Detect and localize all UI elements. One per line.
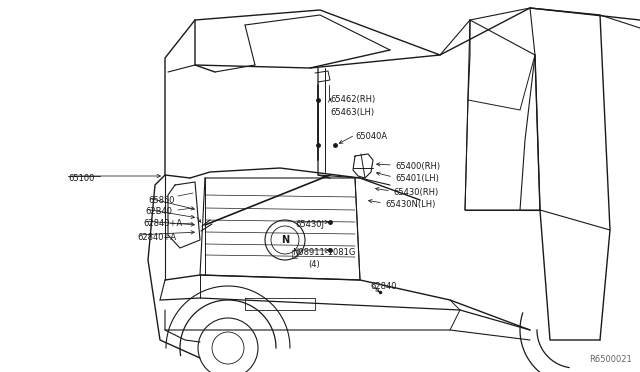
- Text: 65850: 65850: [148, 196, 175, 205]
- Text: 65462(RH): 65462(RH): [330, 95, 375, 104]
- Text: 65040A: 65040A: [355, 132, 387, 141]
- Text: 62840: 62840: [370, 282, 397, 291]
- Text: 62840+A: 62840+A: [143, 219, 182, 228]
- Text: 65100: 65100: [68, 174, 94, 183]
- Text: R6500021: R6500021: [589, 355, 632, 364]
- Text: 65401(LH): 65401(LH): [395, 174, 439, 183]
- Text: 65430J: 65430J: [295, 220, 324, 229]
- Text: Ⓝ: Ⓝ: [292, 248, 298, 258]
- Text: 65430N(LH): 65430N(LH): [385, 200, 435, 209]
- Text: (4): (4): [308, 260, 320, 269]
- Text: 65400(RH): 65400(RH): [395, 162, 440, 171]
- Text: 62B40: 62B40: [145, 207, 172, 216]
- Text: 65430(RH): 65430(RH): [393, 188, 438, 197]
- Text: N08911-1081G: N08911-1081G: [292, 248, 355, 257]
- Text: 62840+A: 62840+A: [137, 233, 176, 242]
- Text: N: N: [281, 235, 289, 245]
- Text: 65463(LH): 65463(LH): [330, 108, 374, 117]
